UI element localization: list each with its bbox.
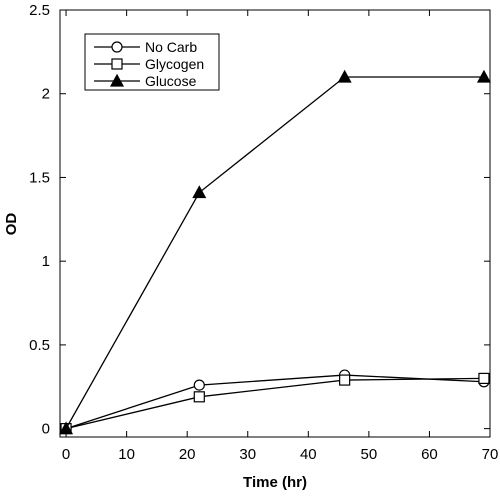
x-axis-ticks: 0 10 20 30 40 50 60 70	[62, 10, 498, 463]
x-axis-title: Time (hr)	[243, 474, 307, 491]
data-point	[59, 421, 74, 435]
y-tick-label: 2	[42, 86, 50, 103]
series-line	[65, 374, 484, 430]
x-tick-label: 20	[179, 446, 196, 463]
legend-marker	[111, 58, 123, 70]
plot-frame	[59, 9, 491, 438]
y-tick-label: 0.5	[29, 337, 50, 354]
y-axis-title: OD	[3, 213, 20, 236]
series-glycogen	[60, 372, 490, 435]
y-axis-ticks: 0 0.5 1 1.5 2 2.5	[29, 2, 490, 438]
data-point	[337, 69, 352, 83]
y-tick-label: 0	[42, 421, 50, 438]
x-tick-label: 10	[118, 446, 135, 463]
y-tick-label: 1.5	[29, 169, 50, 186]
data-point	[193, 391, 205, 403]
data-point	[339, 374, 351, 386]
series-glucose	[59, 69, 491, 435]
data-point	[193, 379, 205, 391]
data-point	[192, 185, 207, 199]
x-tick-label: 40	[300, 446, 317, 463]
series-layer	[59, 69, 491, 435]
x-tick-label: 60	[421, 446, 438, 463]
legend-label: Glycogen	[145, 56, 204, 72]
x-tick-label: 50	[361, 446, 378, 463]
y-tick-label: 1	[42, 253, 50, 270]
legend-entry: Glucose	[94, 73, 197, 89]
data-point	[478, 372, 490, 384]
data-point	[476, 69, 491, 83]
legend-label: No Carb	[145, 39, 197, 55]
legend-marker	[109, 73, 125, 87]
series-line	[65, 76, 484, 429]
legend-marker	[111, 41, 123, 53]
series-line	[65, 377, 484, 430]
x-tick-label: 30	[239, 446, 256, 463]
legend-entry: Glycogen	[94, 56, 204, 72]
x-tick-label: 70	[482, 446, 499, 463]
legend-label: Glucose	[145, 73, 197, 89]
legend-entry: No Carb	[94, 39, 197, 55]
x-tick-label: 0	[62, 446, 70, 463]
y-tick-label: 2.5	[29, 2, 50, 19]
